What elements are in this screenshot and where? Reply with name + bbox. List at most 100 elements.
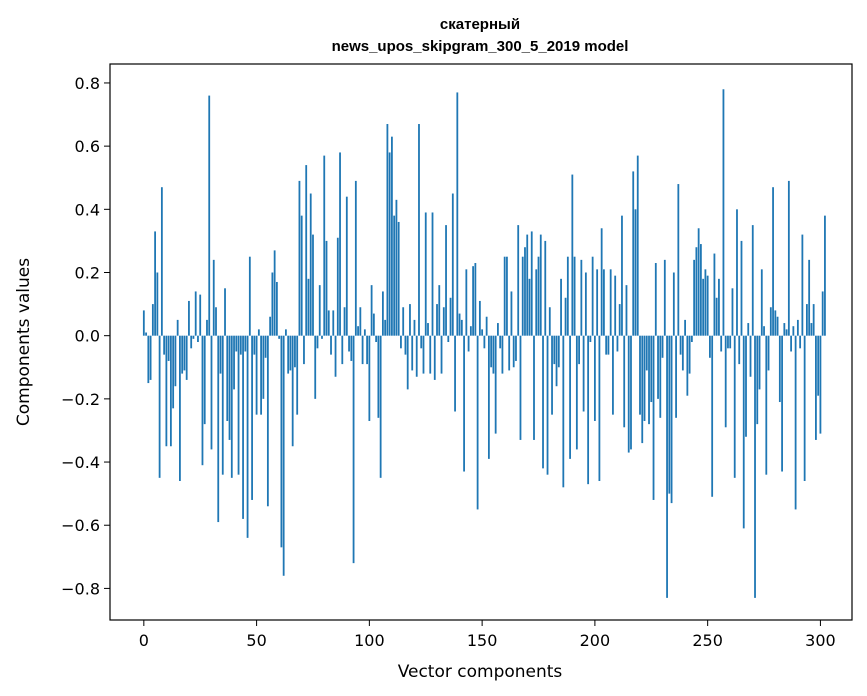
bar-126 [427, 323, 429, 336]
bar-56 [269, 316, 272, 336]
bar-164 [512, 335, 515, 368]
y-tick-label: 0.0 [75, 327, 100, 346]
bar-220 [639, 335, 641, 415]
bar-140 [458, 313, 461, 336]
bar-258 [724, 335, 727, 428]
bar-59 [275, 281, 278, 336]
bar-45 [244, 335, 247, 352]
bar-19 [185, 335, 188, 380]
y-tick-label: −0.8 [61, 579, 100, 598]
bar-276 [765, 335, 768, 475]
bar-13 [172, 335, 175, 409]
bar-287 [790, 335, 792, 352]
bar-184 [557, 335, 560, 368]
bar-34 [219, 335, 222, 374]
bar-272 [756, 335, 759, 425]
bar-24 [197, 335, 199, 342]
bar-226 [652, 335, 655, 500]
bar-292 [801, 234, 804, 336]
bar-234 [670, 335, 673, 504]
bar-274 [760, 269, 763, 336]
bar-23 [194, 291, 197, 336]
bar-248 [702, 278, 705, 336]
bar-273 [758, 335, 761, 390]
bar-18 [183, 335, 186, 371]
bar-207 [609, 269, 612, 336]
bar-176 [539, 234, 542, 336]
bar-55 [266, 335, 269, 507]
bar-259 [727, 335, 729, 349]
bar-106 [381, 291, 384, 336]
bar-40 [233, 335, 235, 390]
bar-5 [154, 231, 156, 336]
bar-123 [420, 335, 423, 349]
bar-48 [251, 335, 253, 500]
bar-143 [465, 269, 468, 336]
bar-182 [553, 335, 556, 365]
bar-235 [672, 272, 675, 336]
bar-217 [632, 171, 635, 336]
bar-168 [521, 256, 524, 336]
bar-247 [699, 244, 702, 336]
bar-86 [336, 237, 339, 336]
bar-239 [681, 335, 684, 371]
bar-38 [228, 335, 231, 440]
bar-46 [246, 335, 249, 538]
bar-138 [454, 335, 456, 412]
bar-108 [386, 124, 389, 336]
bar-167 [519, 335, 522, 440]
bar-99 [366, 335, 368, 365]
bar-194 [580, 259, 583, 336]
bar-284 [783, 323, 786, 336]
bar-219 [636, 155, 639, 336]
bar-90 [345, 196, 348, 336]
bar-80 [323, 155, 326, 336]
bar-78 [318, 285, 321, 336]
bar-145 [469, 326, 472, 336]
bar-series [142, 89, 826, 598]
bar-116 [404, 335, 407, 355]
bar-77 [316, 335, 319, 349]
bar-111 [393, 215, 396, 336]
bar-223 [645, 335, 648, 371]
bar-117 [406, 335, 409, 390]
bar-119 [411, 335, 414, 371]
bar-43 [239, 335, 242, 355]
bar-88 [341, 335, 344, 365]
bar-92 [350, 335, 353, 361]
bar-254 [715, 297, 718, 336]
bar-20 [188, 300, 190, 336]
bar-51 [257, 329, 260, 336]
bar-142 [463, 335, 465, 472]
bar-173 [533, 335, 535, 440]
bar-256 [720, 335, 723, 352]
bar-266 [742, 335, 745, 529]
bar-37 [226, 335, 229, 421]
bar-210 [616, 335, 619, 352]
bar-63 [285, 329, 287, 336]
bar-28 [206, 319, 208, 336]
bar-49 [253, 335, 256, 355]
bar-26 [201, 335, 204, 466]
bar-50 [255, 335, 258, 415]
bar-22 [192, 335, 195, 339]
bar-185 [560, 278, 562, 336]
bar-189 [569, 335, 571, 459]
bar-277 [767, 335, 770, 371]
bar-113 [397, 221, 400, 336]
bar-118 [409, 304, 411, 336]
bar-100 [368, 335, 371, 421]
bar-162 [508, 335, 511, 371]
bar-9 [163, 335, 166, 355]
bar-85 [334, 335, 337, 377]
bar-244 [693, 259, 696, 336]
bar-8 [160, 187, 163, 336]
bar-198 [589, 335, 592, 342]
bar-125 [424, 212, 427, 336]
bar-68 [296, 335, 299, 415]
x-tick-label: 0 [139, 631, 149, 650]
bar-144 [467, 335, 470, 352]
bar-242 [688, 335, 691, 374]
bar-221 [641, 335, 644, 444]
bar-70 [300, 215, 303, 336]
